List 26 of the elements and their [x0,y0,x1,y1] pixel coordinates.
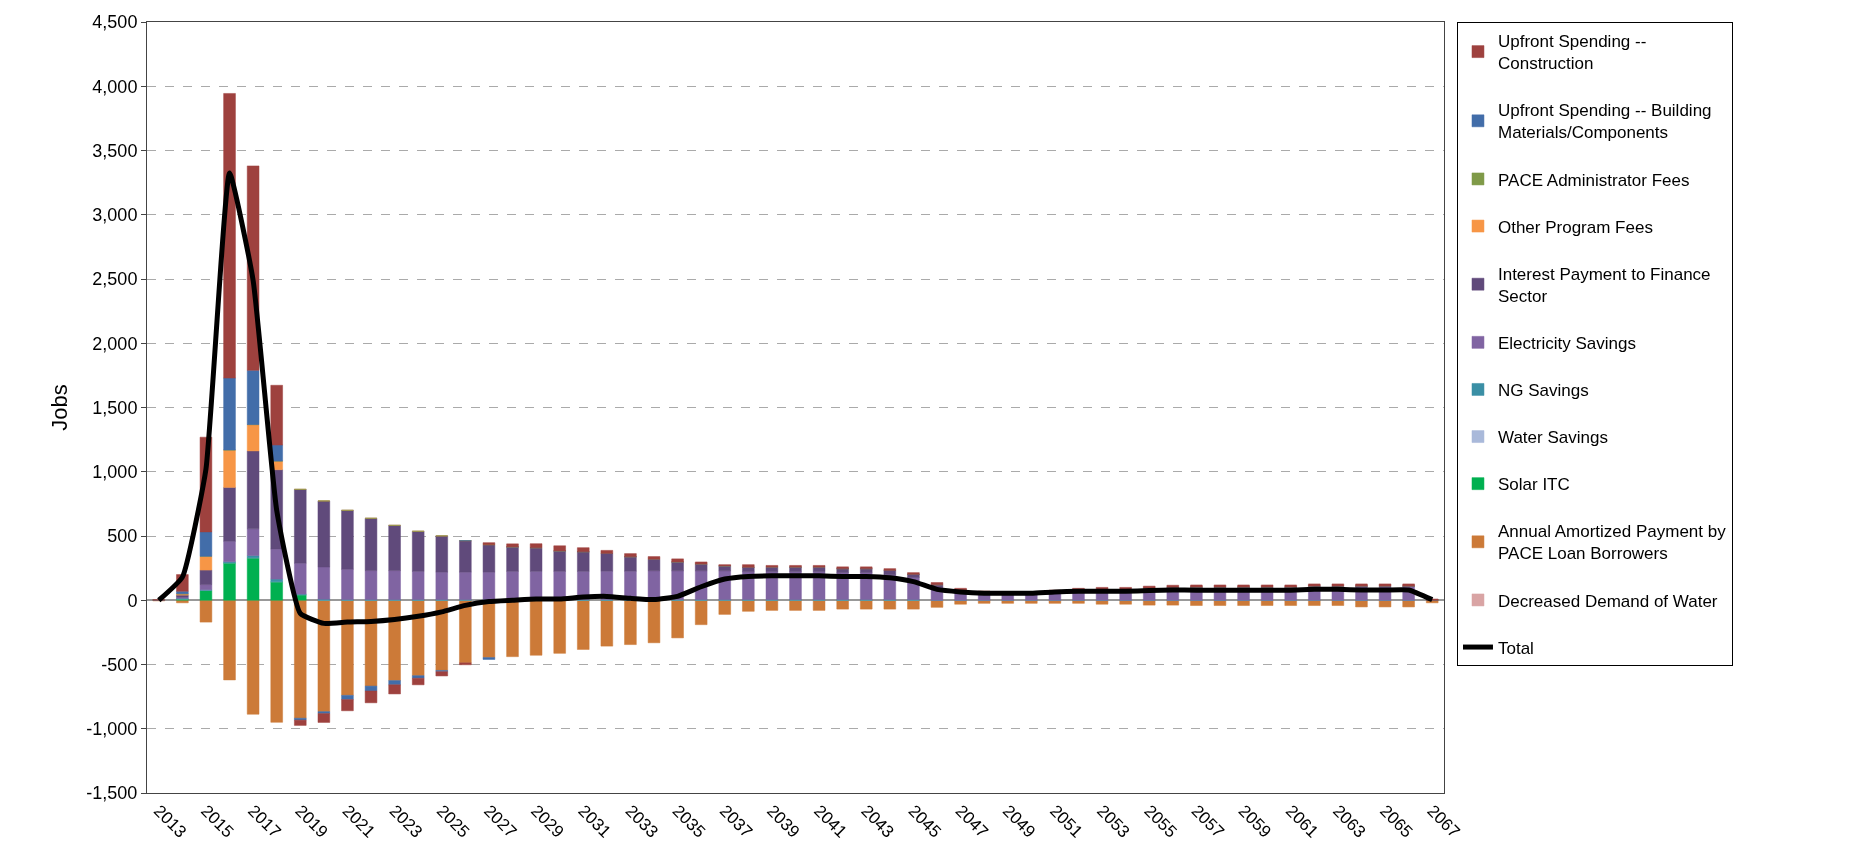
y-tick-label: 3,500 [92,140,138,161]
legend-label: Interest Payment to Finance Sector [1497,264,1711,306]
y-tick-label: -500 [101,654,138,675]
y-tick-label: 0 [127,590,138,611]
y-tick-label: 4,000 [92,76,138,97]
legend-label: PACE Administrator Fees [1497,170,1690,190]
legend-label: Solar ITC [1497,475,1570,495]
y-tick-label: 500 [107,526,138,547]
y-tick-label: 1,500 [92,397,138,418]
y-tick-label: 1,000 [92,462,138,483]
legend-label: Decreased Demand of Water [1497,591,1718,611]
legend-label: Electricity Savings [1497,333,1636,353]
y-tick-label: 2,500 [92,269,138,290]
y-tick-label: -1,000 [86,719,138,740]
legend-label: NG Savings [1497,381,1589,401]
legend-label: Total [1497,638,1534,658]
legend-label: Upfront Spending -- Construction [1497,32,1647,74]
y-tick-label: -1,500 [86,783,138,804]
legend-label: Upfront Spending -- Building Materials/Components [1497,101,1712,143]
y-axis-title: Jobs [47,384,73,431]
legend-label: Annual Amortized Payment by PACE Loan Borrowers [1497,522,1727,564]
legend-label: Water Savings [1497,428,1608,448]
y-tick-label: 2,000 [92,333,138,354]
y-tick-label: 3,000 [92,205,138,226]
legend-label: Other Program Fees [1497,217,1653,237]
y-tick-label: 4,500 [92,12,138,33]
